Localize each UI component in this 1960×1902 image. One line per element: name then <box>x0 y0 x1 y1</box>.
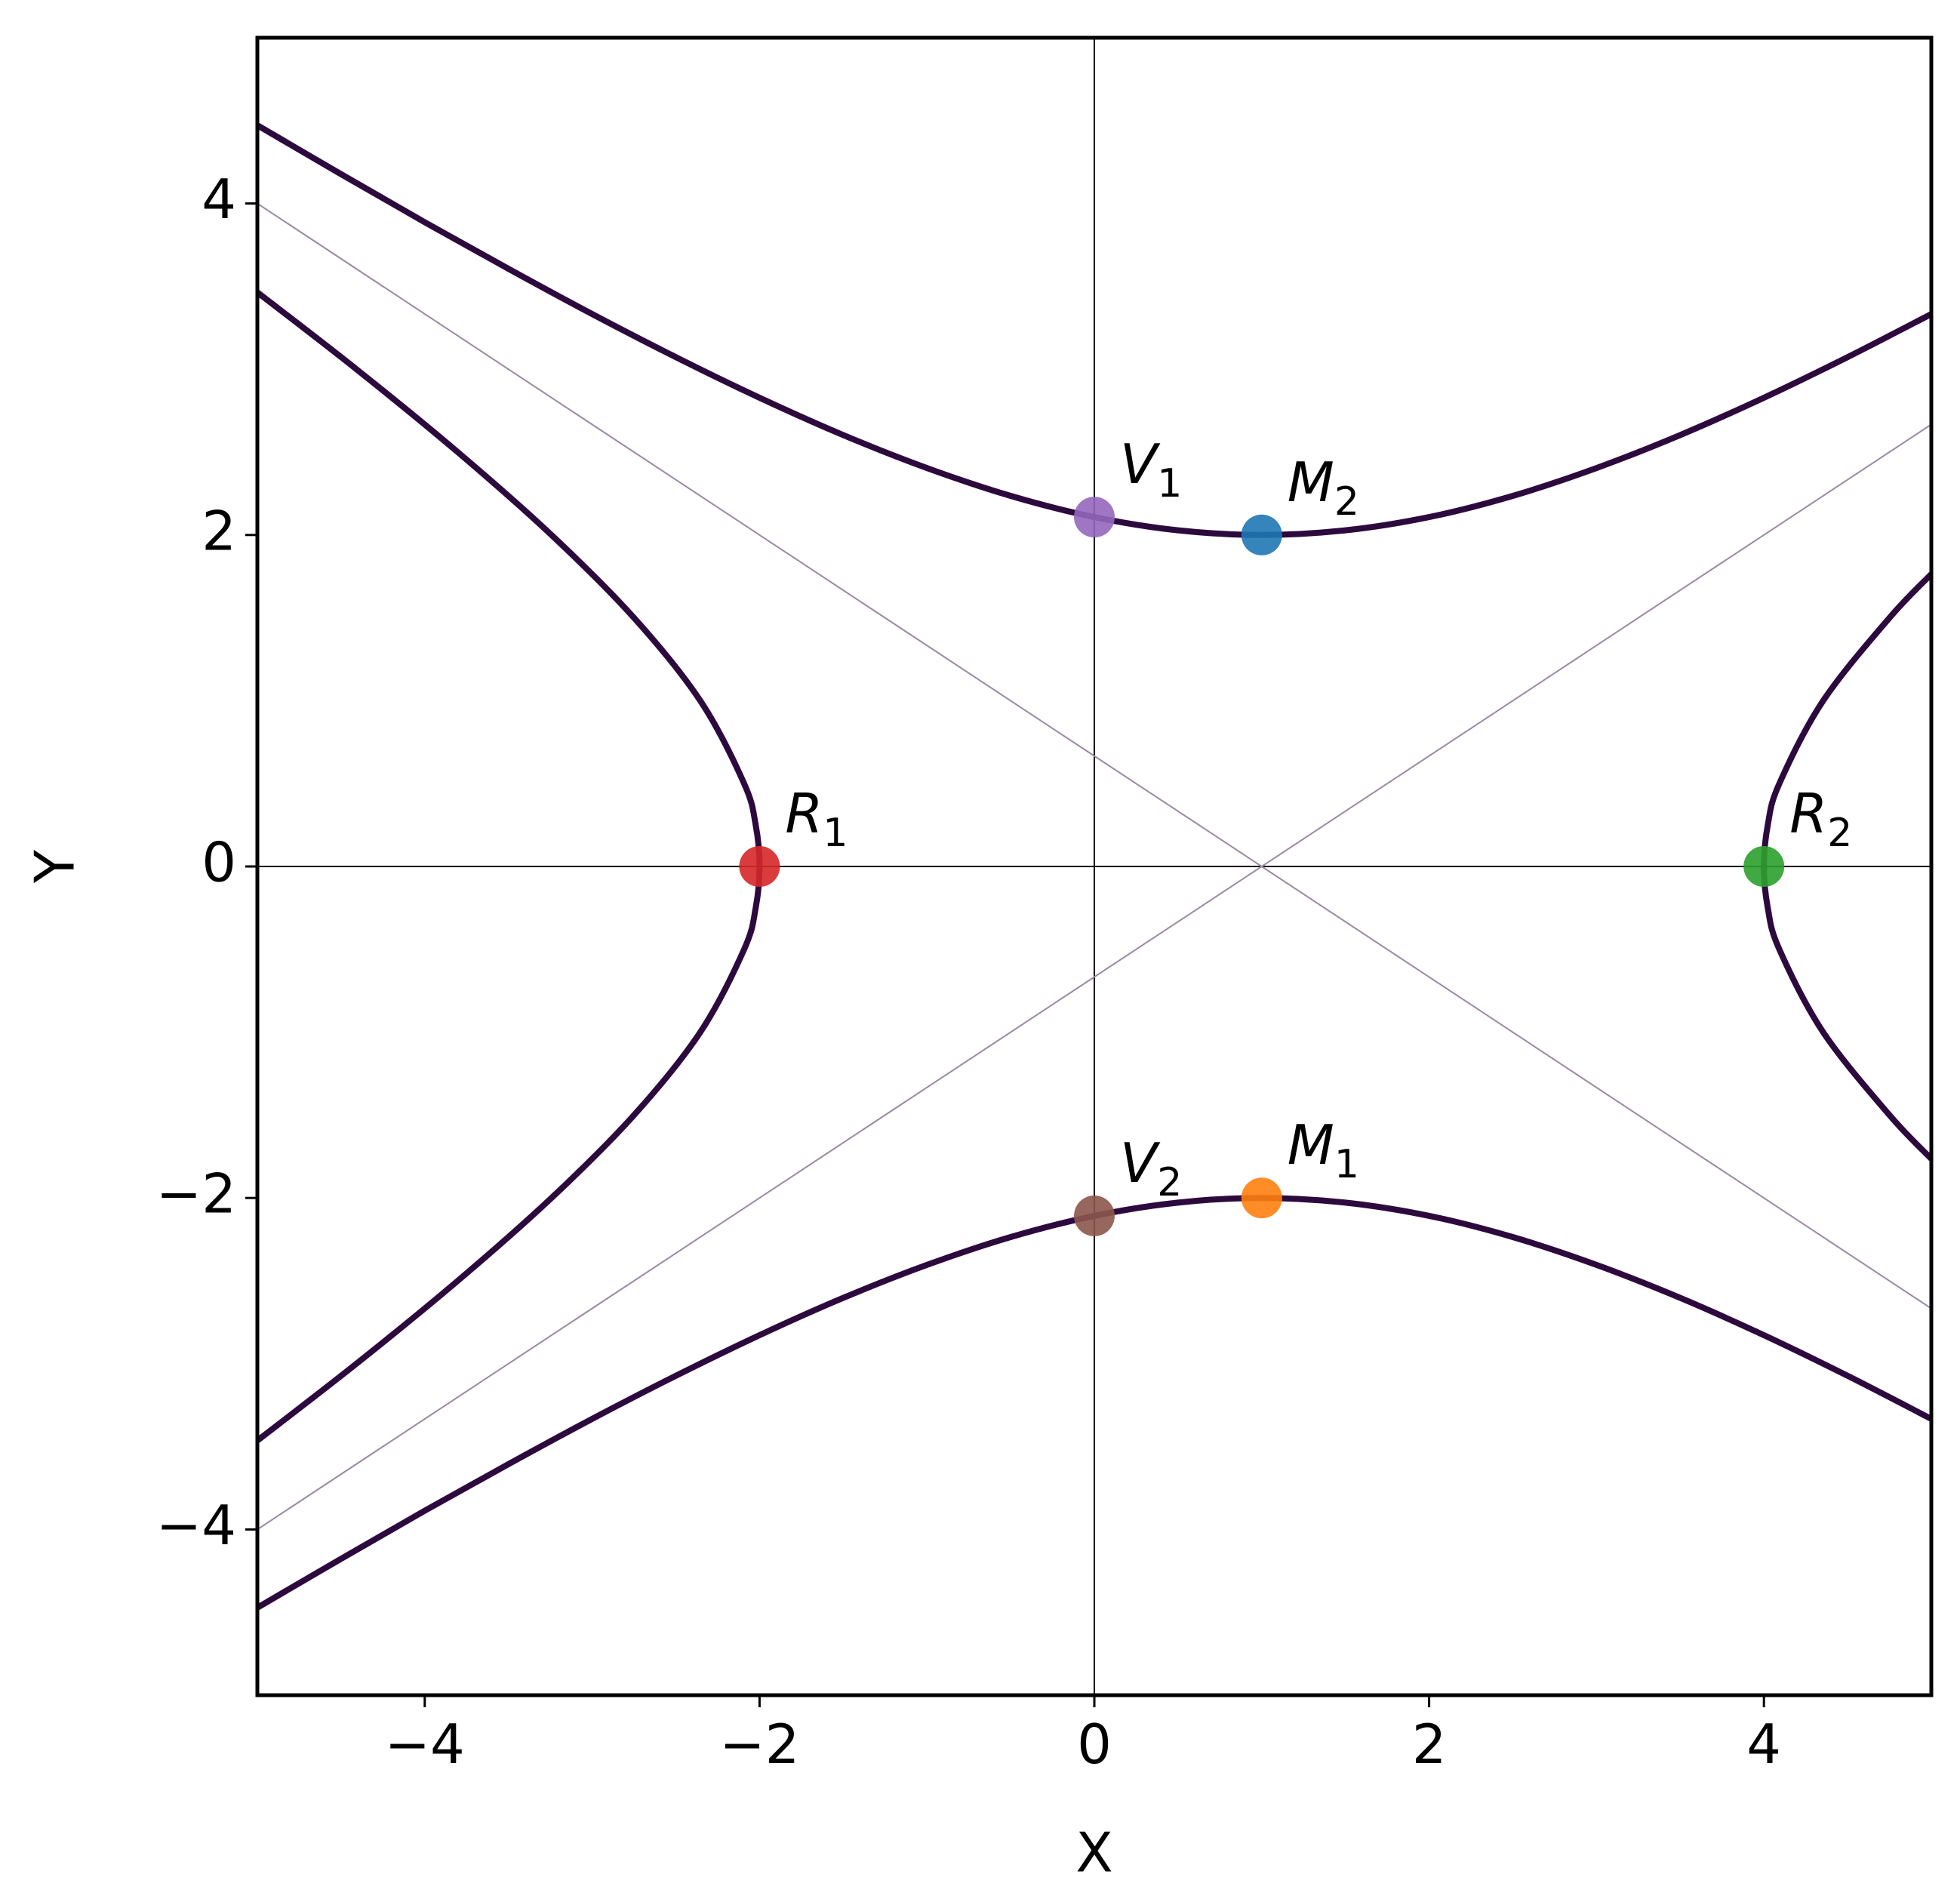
point <box>1241 1177 1282 1219</box>
y-tick-label: 4 <box>202 168 236 231</box>
point-label: R1 <box>785 782 848 856</box>
point-label-sub: 1 <box>823 811 848 856</box>
point <box>739 846 780 887</box>
plot-area <box>257 38 1931 1695</box>
point-label-sub: 2 <box>1157 1160 1182 1205</box>
point-label: V2 <box>1120 1131 1182 1205</box>
point-label: M1 <box>1288 1113 1359 1187</box>
point-label: V1 <box>1120 432 1182 506</box>
y-tick-label: 0 <box>202 831 236 894</box>
point-label-letter: V <box>1120 432 1161 496</box>
y-tick-label: −2 <box>156 1162 236 1226</box>
x-tick-label: 0 <box>1077 1713 1112 1776</box>
x-tick-label: 4 <box>1746 1713 1781 1776</box>
point-label-letter: M <box>1288 451 1334 514</box>
point-label-sub: 2 <box>1827 811 1852 856</box>
point-label-sub: 2 <box>1334 479 1359 525</box>
point-label-letter: R <box>785 782 823 845</box>
point-label: M2 <box>1288 451 1359 525</box>
point <box>1241 514 1282 556</box>
x-tick-label: 2 <box>1412 1713 1447 1776</box>
plot-frame <box>255 35 1934 1697</box>
point-label-sub: 1 <box>1334 1142 1359 1187</box>
curve <box>257 423 1931 1531</box>
point-label: R2 <box>1789 782 1852 856</box>
x-axis-label: X <box>1075 1821 1112 1885</box>
curve <box>257 202 1931 1310</box>
y-tick-label: 2 <box>202 499 236 562</box>
point <box>1074 497 1115 538</box>
point <box>1074 1195 1115 1236</box>
point-label-letter: R <box>1789 782 1827 845</box>
point-label-letter: M <box>1288 1113 1334 1177</box>
point-label-letter: V <box>1120 1131 1161 1195</box>
x-tick-label: −2 <box>719 1713 799 1776</box>
y-tick-label: −4 <box>156 1494 236 1557</box>
point <box>1743 846 1785 887</box>
point-label-sub: 1 <box>1157 461 1182 506</box>
x-tick-label: −4 <box>385 1713 465 1776</box>
y-axis-label: Y <box>23 849 87 884</box>
